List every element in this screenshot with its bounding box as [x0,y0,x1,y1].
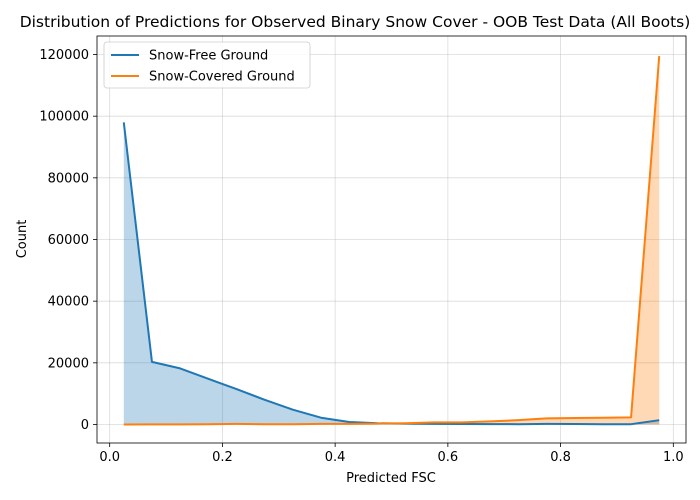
y-tick-label: 120000 [39,48,89,63]
x-tick-label: 1.0 [663,450,684,465]
series-line-1 [123,55,661,426]
y-tick-label: 100000 [39,110,89,125]
y-tick-label: 0 [81,418,89,433]
x-tick-label: 0.0 [99,450,120,465]
x-axis: 0.0 0.2 0.4 0.6 0.8 1.0 [99,443,684,465]
legend-label-0: Snow-Free Ground [149,49,268,64]
y-tick-label: 40000 [48,295,89,310]
series-areas [123,56,660,425]
x-axis-label: Predicted FSC [346,471,436,486]
y-axis: 0 20000 40000 60000 80000 100000 120000 [39,48,97,433]
y-tick-label: 80000 [48,171,89,186]
x-tick-label: 0.2 [212,450,233,465]
grid [97,36,686,443]
legend-box [103,41,311,89]
series-lines [122,55,661,426]
x-tick-label: 0.8 [550,450,571,465]
x-tick-label: 0.6 [438,450,459,465]
y-tick-label: 20000 [48,356,89,371]
legend-label-1: Snow-Covered Ground [149,70,295,85]
y-tick-label: 60000 [48,233,89,248]
series-area-1 [123,56,660,425]
legend: Snow-Free Ground Snow-Covered Ground [103,41,311,89]
y-axis-label: Count [15,220,30,259]
x-tick-label: 0.4 [325,450,346,465]
chart-title: Distribution of Predictions for Observed… [20,13,691,31]
series-area-0 [123,122,660,425]
